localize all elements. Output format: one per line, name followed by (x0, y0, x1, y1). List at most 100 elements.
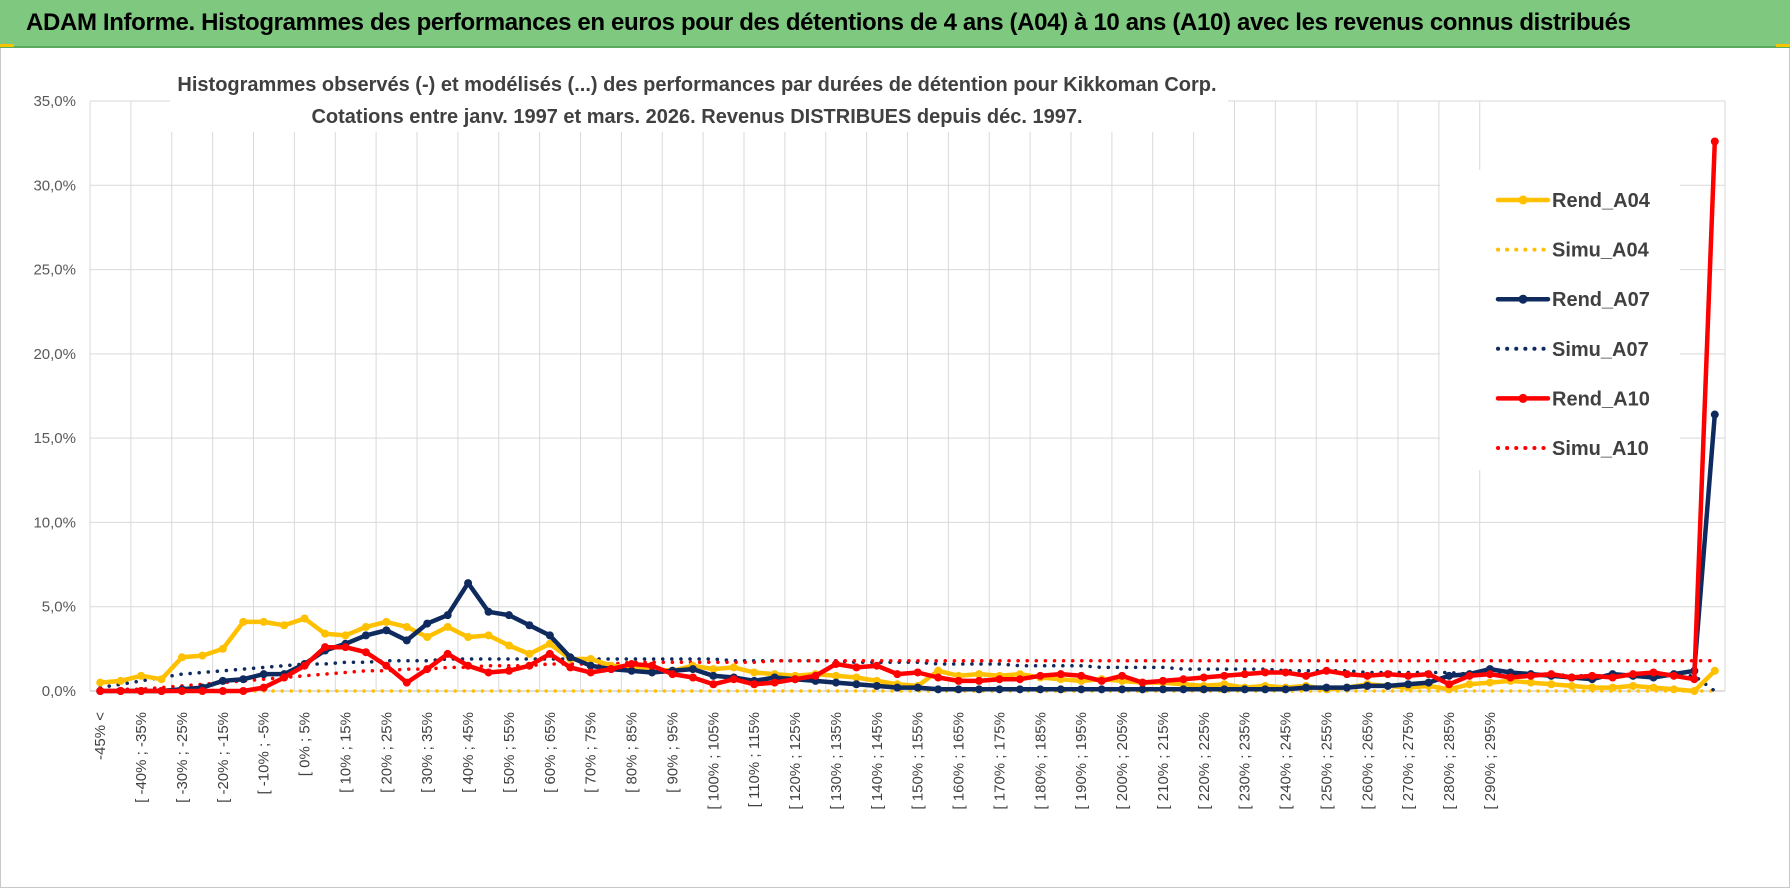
data-point-Rend_A04 (975, 670, 984, 679)
data-point-Rend_A07 (382, 626, 391, 635)
data-point-Rend_A04 (96, 678, 105, 687)
data-point-Rend_A07 (627, 666, 636, 675)
data-point-Rend_A07 (1322, 683, 1331, 692)
data-point-Rend_A04 (934, 666, 943, 675)
data-point-Rend_A10 (1179, 675, 1188, 684)
data-point-Rend_A07 (709, 671, 718, 680)
data-point-Rend_A10 (1608, 673, 1617, 682)
y-axis: 0,0% 5,0% 10,0% 15,0% 20,0% 25,0% 30,0% 35,0% (33, 93, 76, 700)
y-tick-label: 0,0% (42, 683, 76, 700)
data-point-Rend_A04 (1629, 681, 1638, 690)
data-point-Rend_A10 (1342, 670, 1351, 679)
data-point-Rend_A07 (566, 653, 575, 662)
data-point-Rend_A04 (259, 617, 268, 626)
data-point-Rend_A07 (1710, 410, 1719, 419)
data-point-Rend_A10 (1036, 671, 1045, 680)
data-point-Rend_A07 (1424, 678, 1433, 687)
data-point-Rend_A04 (1547, 680, 1556, 689)
legend: Rend_A04 Simu_A04 Rend_A07 Simu_A07 Rend_A10… (1440, 170, 1680, 470)
data-point-Rend_A10 (627, 660, 636, 669)
x-tick-label: [ 10% ; 15% (337, 712, 354, 793)
data-point-Rend_A10 (750, 680, 759, 689)
chart-title-line1: Histogrammes observés (-) et modélisés (… (177, 74, 1216, 96)
x-tick-label: [ -30% ; -25% (174, 712, 191, 803)
data-point-Rend_A04 (831, 671, 840, 680)
data-point-Rend_A07 (1015, 685, 1024, 694)
x-tick-label: [ 120% ; 125% (787, 712, 804, 810)
data-point-Rend_A07 (1342, 683, 1351, 692)
x-tick-label: [ 160% ; 165% (951, 712, 968, 810)
x-tick-label: [ 180% ; 185% (1032, 712, 1049, 810)
data-point-Rend_A10 (995, 675, 1004, 684)
data-point-Rend_A04 (750, 668, 759, 677)
data-point-Rend_A10 (1690, 675, 1699, 684)
data-point-Rend_A04 (361, 622, 370, 631)
x-tick-label: [ 190% ; 195% (1073, 712, 1090, 810)
legend-label-Simu_A07: Simu_A07 (1552, 339, 1649, 361)
data-point-Rend_A10 (1322, 666, 1331, 675)
legend-label-Simu_A04: Simu_A04 (1552, 240, 1650, 262)
x-tick-label: [ 250% ; 255% (1318, 712, 1335, 810)
x-tick-label: [ 260% ; 265% (1359, 712, 1376, 810)
data-point-Rend_A10 (423, 665, 432, 674)
data-point-Rend_A10 (1588, 671, 1597, 680)
legend-label-Rend_A10: Rend_A10 (1552, 388, 1650, 410)
x-tick-label: [ -40% ; -35% (133, 712, 150, 803)
data-point-Rend_A10 (1097, 676, 1106, 685)
data-point-Rend_A10 (1669, 671, 1678, 680)
x-tick-label: [ 100% ; 105% (705, 712, 722, 810)
chart-title-background (170, 62, 1228, 132)
data-point-Rend_A10 (1424, 670, 1433, 679)
data-point-Rend_A07 (995, 685, 1004, 694)
data-point-Rend_A10 (321, 643, 330, 652)
x-tick-label: [ 80% ; 85% (624, 712, 641, 793)
data-point-Rend_A07 (586, 661, 595, 670)
data-point-Rend_A04 (341, 631, 350, 640)
data-point-Rend_A10 (116, 687, 125, 695)
data-point-Rend_A10 (280, 673, 289, 682)
data-point-Rend_A07 (402, 636, 411, 645)
data-point-Rend_A07 (954, 685, 963, 694)
data-point-Rend_A10 (1199, 673, 1208, 682)
data-point-Rend_A07 (1363, 681, 1372, 690)
data-point-Rend_A07 (1179, 685, 1188, 694)
data-point-Rend_A10 (1383, 670, 1392, 679)
x-tick-label: [ 210% ; 215% (1155, 712, 1172, 810)
data-point-Rend_A04 (1649, 683, 1658, 692)
data-point-Rend_A10 (300, 661, 309, 670)
x-tick-label: [ 60% ; 65% (542, 712, 559, 793)
y-tick-label: 30,0% (33, 177, 76, 194)
data-point-Rend_A10 (198, 687, 207, 695)
title-banner: ADAM Informe. Histogrammes des performan… (0, 0, 1790, 48)
x-axis: -45% < [ -40% ; -35% [ -30% ; -25% [ -20% ;… (92, 712, 1499, 810)
data-point-Rend_A04 (545, 639, 554, 648)
data-point-Rend_A10 (913, 668, 922, 677)
data-point-Rend_A10 (791, 675, 800, 684)
data-point-Rend_A07 (1240, 685, 1249, 694)
corner-accent-left (0, 44, 14, 47)
data-point-Rend_A04 (402, 622, 411, 631)
data-point-Rend_A07 (1404, 680, 1413, 689)
data-point-Rend_A10 (1404, 671, 1413, 680)
data-point-Rend_A10 (770, 678, 779, 687)
x-tick-label: [ 90% ; 95% (664, 712, 681, 793)
data-point-Rend_A07 (1199, 685, 1208, 694)
data-point-Rend_A04 (423, 633, 432, 642)
data-point-Rend_A07 (443, 611, 452, 620)
data-point-Rend_A10 (709, 680, 718, 689)
data-point-Rend_A10 (1302, 671, 1311, 680)
legend-background (1440, 170, 1680, 470)
data-point-Rend_A10 (1056, 670, 1065, 679)
data-point-Rend_A10 (831, 660, 840, 669)
data-point-Rend_A07 (831, 678, 840, 687)
data-point-Rend_A10 (137, 687, 146, 695)
data-point-Rend_A04 (1526, 678, 1535, 687)
data-point-Rend_A07 (1445, 671, 1454, 680)
data-point-Rend_A04 (1588, 683, 1597, 692)
data-point-Rend_A07 (525, 621, 534, 630)
data-point-Rend_A10 (1526, 671, 1535, 680)
data-point-Rend_A04 (525, 649, 534, 658)
data-point-Rend_A04 (852, 673, 861, 682)
data-point-Rend_A07 (1261, 685, 1270, 694)
